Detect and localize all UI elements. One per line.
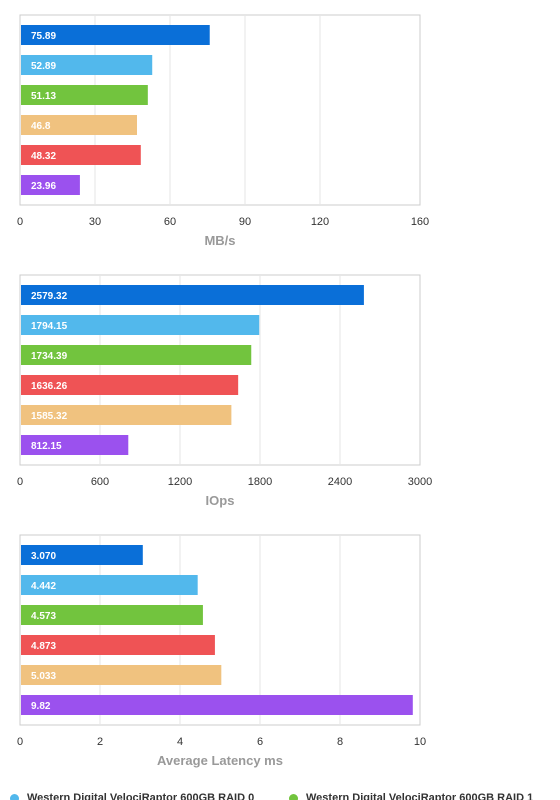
legend-swatch-raid0 <box>10 793 19 800</box>
bar <box>21 545 143 565</box>
bar-value-label: 52.89 <box>31 61 56 72</box>
bar <box>21 405 232 425</box>
plot-frame <box>19 534 421 726</box>
bar <box>21 85 148 105</box>
x-tick-label: 30 <box>89 216 101 228</box>
legend-swatch-raid1 <box>289 793 298 800</box>
x-axis-title: MB/s <box>204 233 235 248</box>
x-axis-title: Average Latency ms <box>157 753 283 768</box>
x-tick-label: 2 <box>97 736 103 748</box>
x-tick-label: 0 <box>17 736 23 748</box>
bar <box>21 635 215 655</box>
bar <box>21 285 364 305</box>
x-axis-title: IOps <box>206 493 235 508</box>
legend-item-raid1[interactable]: Western Digital VelociRaptor 600GB RAID … <box>289 792 533 800</box>
chart-2: 0 600 1200 1800 2400 3000 2579.32 1794.15 1734.3… <box>17 274 432 508</box>
bar-value-label: 1636.26 <box>31 381 68 392</box>
bar-value-label: 1734.39 <box>31 351 68 362</box>
legend: Western Digital VelociRaptor 600GB RAID … <box>0 788 560 800</box>
x-tick-label: 1800 <box>248 476 272 488</box>
x-tick-label: 8 <box>337 736 343 748</box>
legend-label-raid1: Western Digital VelociRaptor 600GB RAID … <box>306 792 534 800</box>
bar-value-label: 4.573 <box>31 611 56 622</box>
bar <box>21 145 141 165</box>
bar <box>21 115 137 135</box>
legend-label-raid0: Western Digital VelociRaptor 600GB RAID … <box>27 792 255 800</box>
x-tick-label: 600 <box>91 476 109 488</box>
bar <box>21 435 129 455</box>
bar-value-label: 75.89 <box>31 31 56 42</box>
x-tick-label: 4 <box>177 736 183 748</box>
bar <box>21 665 222 685</box>
bar-value-label: 46.8 <box>31 121 51 132</box>
chart-3: 0 2 4 6 8 10 3.070 4.442 4.573 4.873 5.033 9.82 Aver… <box>17 534 426 768</box>
bar-value-label: 1585.32 <box>31 411 68 422</box>
bar-value-label: 3.070 <box>31 551 56 562</box>
bar-value-label: 48.32 <box>31 151 56 162</box>
bar <box>21 315 260 335</box>
bar <box>21 25 210 45</box>
bar <box>21 175 80 195</box>
x-tick-label: 60 <box>164 216 176 228</box>
bar-value-label: 1794.15 <box>31 321 68 332</box>
bar-value-label: 9.82 <box>31 701 51 712</box>
x-tick-label: 120 <box>311 216 329 228</box>
chart-1: 0 30 60 90 120 160 75.89 52.89 51.13 46.8 48.32 23.… <box>17 14 429 248</box>
x-tick-label: 1200 <box>168 476 192 488</box>
x-tick-label: 160 <box>411 216 429 228</box>
bar <box>21 695 413 715</box>
bar <box>21 605 203 625</box>
bar <box>21 575 198 595</box>
bar <box>21 345 252 365</box>
x-tick-label: 90 <box>239 216 251 228</box>
x-tick-label: 3000 <box>408 476 432 488</box>
bar-value-label: 5.033 <box>31 671 56 682</box>
x-tick-label: 0 <box>17 476 23 488</box>
plot-frame <box>19 274 421 466</box>
bar <box>21 55 153 75</box>
legend-item-raid0[interactable]: Western Digital VelociRaptor 600GB RAID … <box>10 792 254 800</box>
bar-value-label: 4.873 <box>31 641 56 652</box>
bar-value-label: 4.442 <box>31 581 56 592</box>
bar-value-label: 23.96 <box>31 181 56 192</box>
x-tick-label: 2400 <box>328 476 352 488</box>
bar <box>21 375 239 395</box>
x-tick-label: 0 <box>17 216 23 228</box>
x-tick-label: 10 <box>414 736 426 748</box>
bar-value-label: 812.15 <box>31 441 62 452</box>
bar-value-label: 2579.32 <box>31 291 68 302</box>
bar-value-label: 51.13 <box>31 91 56 102</box>
x-tick-label: 6 <box>257 736 263 748</box>
plot-frame <box>19 14 421 206</box>
